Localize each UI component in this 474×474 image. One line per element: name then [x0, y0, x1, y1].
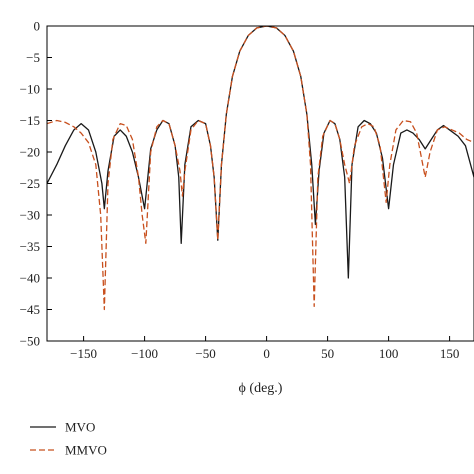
series-line-mmvo [47, 26, 474, 311]
y-tick-label: −10 [20, 82, 40, 97]
y-tick-label: −30 [20, 208, 40, 223]
series-layer [47, 26, 474, 311]
x-axis-label: ϕ (deg.) [239, 381, 283, 396]
y-tick-label: −20 [20, 145, 40, 160]
x-tick-label: 0 [263, 346, 270, 361]
series-line-mvo [47, 26, 474, 279]
x-tick-label: 150 [440, 346, 460, 361]
legend-label: MMVO [65, 443, 107, 458]
legend: MVO MMVO [30, 420, 107, 458]
x-tick-label: −100 [131, 346, 158, 361]
y-tick-label: −40 [20, 271, 40, 286]
y-tick-label: −35 [20, 239, 40, 254]
legend-label: MVO [65, 420, 95, 435]
y-tick-label: −15 [20, 113, 40, 128]
y-tick-label: −25 [20, 176, 40, 191]
y-tick-label: −5 [26, 50, 40, 65]
y-tick-label: 0 [34, 19, 41, 34]
x-tick-label: 50 [321, 346, 334, 361]
x-tick-label: −150 [70, 346, 97, 361]
plot-frame [46, 25, 474, 342]
x-tick-label: 100 [379, 346, 399, 361]
x-tick-label: −50 [195, 346, 215, 361]
ticks-layer: 0 −5 −10 −15 −20 −25 −30 −35 −40 −45 −50 −150 −100 −5… [20, 19, 460, 362]
y-tick-label: −50 [20, 334, 40, 349]
y-tick-label: −45 [20, 302, 40, 317]
